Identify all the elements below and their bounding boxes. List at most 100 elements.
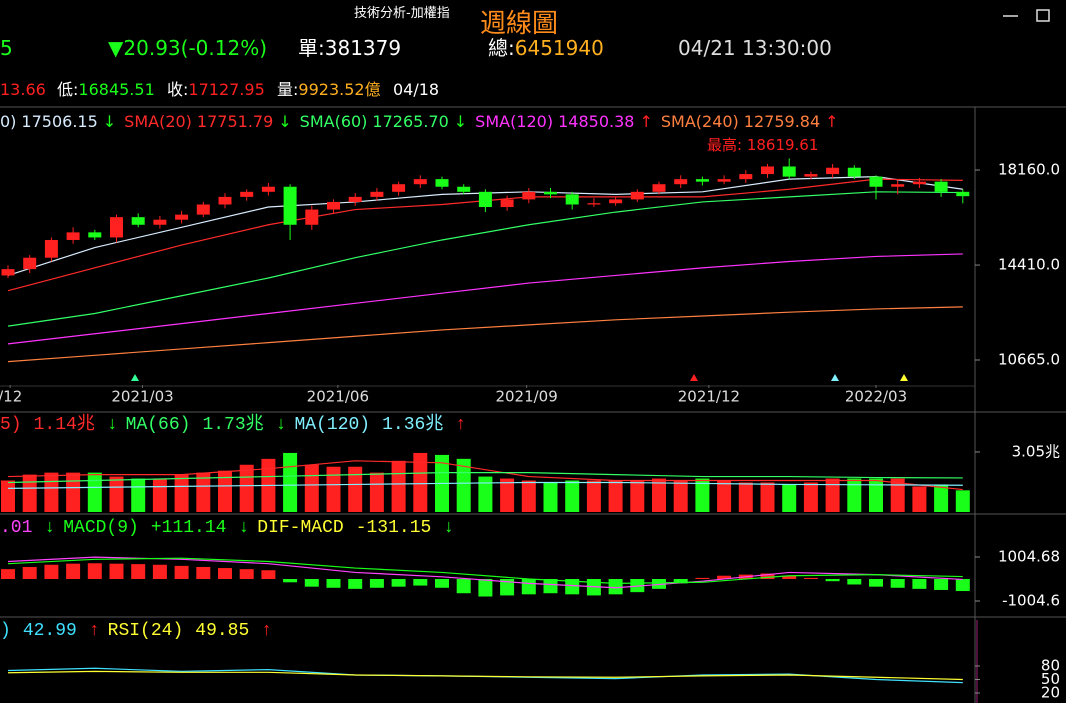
macd-bar [413, 579, 428, 586]
legend-item: SMA(20) 17751.79 ↓ [124, 114, 292, 130]
legend-item: ) 42.99 ↑ [0, 622, 100, 640]
volume-bar [131, 478, 146, 512]
high-partial: 13.66 [0, 80, 46, 99]
signal-marker [900, 374, 908, 381]
macd-bar [66, 563, 81, 580]
legend-value: 12759.84 [743, 112, 821, 131]
volume-bar [912, 486, 927, 512]
legend-item: .01 ↓ [0, 519, 55, 537]
close: 收: 17127.95 [167, 82, 265, 98]
label: 總: [488, 36, 515, 60]
volume-bar [391, 460, 406, 512]
maximize-icon[interactable] [1036, 9, 1050, 22]
signal-marker [831, 374, 839, 381]
x-tick-label: 2021/06 [307, 388, 369, 406]
macd-bar [456, 579, 471, 594]
legend-trend: ↓ [275, 415, 287, 435]
candle-body [413, 179, 427, 185]
legend: 5) 1.14兆 ↓ MA(66) 1.73兆 ↓ MA(120) 1.36兆 ↑ [0, 416, 466, 434]
label: 低: [57, 80, 79, 99]
legend-trend: ↑ [825, 112, 839, 131]
legend-value: +111.14 [150, 518, 227, 538]
macd-bar [152, 564, 167, 580]
volume-bar [239, 464, 254, 512]
candle-body [240, 191, 254, 197]
candle-body [348, 196, 362, 202]
x-tick-label: 2021/12 [678, 388, 740, 406]
candle-body [1, 269, 15, 276]
volume-bar [1, 480, 15, 512]
volume-bar [608, 480, 623, 512]
legend-value: 1.14兆 [33, 415, 95, 435]
candle-body [478, 191, 492, 208]
legend-name: SMA(240) [660, 112, 739, 131]
legend-trend: ↓ [443, 518, 455, 538]
macd-bar [565, 579, 580, 595]
macd-bar [955, 579, 970, 592]
candle-body [891, 184, 905, 187]
candle-body [587, 203, 601, 205]
value: 17127.95 [188, 80, 265, 99]
volume-bar [760, 482, 775, 512]
volume-bar [890, 478, 905, 512]
volume-bar [218, 470, 232, 512]
volume-bar [934, 484, 949, 512]
label: 量: [277, 80, 299, 99]
legend-value: 17751.79 [196, 112, 274, 131]
candle-body [544, 191, 557, 195]
y-tick-label: 50 [1041, 670, 1060, 688]
legend-name: 0) [0, 112, 17, 131]
macd-bar [608, 579, 623, 595]
volume-bar [630, 480, 645, 512]
series-line [7, 481, 963, 489]
volume-bar [44, 472, 59, 512]
volume-bar [22, 474, 37, 512]
y-tick-label: 14410.0 [998, 256, 1060, 274]
candle-body [869, 176, 883, 187]
macd-bar [803, 577, 818, 580]
volume-bar [413, 452, 428, 512]
legend-name: MA(120) [294, 415, 371, 435]
legend-name: MA(66) [125, 415, 191, 435]
macd-bar [283, 579, 298, 583]
macd-bar [934, 579, 949, 590]
candle-body [23, 257, 37, 270]
y-tick-label: 3.05兆 [1012, 442, 1060, 460]
volume-bar [174, 474, 189, 512]
window-title: 技術分析-加權指 [354, 6, 450, 21]
legend-name: ) [0, 621, 11, 641]
legend-trend: ↓ [453, 112, 468, 131]
series-line [7, 670, 963, 681]
candle-body [261, 186, 275, 192]
legend-item: RSI(24) 49.85 ↑ [108, 622, 272, 640]
candle-body [435, 179, 449, 187]
candle-body [327, 201, 340, 210]
series-line [7, 191, 963, 327]
macd-bar [521, 579, 536, 595]
candle-body [956, 191, 970, 197]
total-volume: 總: 6451940 [488, 38, 604, 58]
volume-bar [738, 482, 753, 512]
volume-bar [304, 464, 319, 512]
signal-marker [131, 374, 139, 381]
legend: .01 ↓ MACD(9) +111.14 ↓ DIF-MACD -131.15 ↓ [0, 519, 454, 537]
volume-bar [695, 478, 710, 512]
macd-bar [717, 575, 732, 580]
volume-bar [847, 478, 862, 512]
unit-volume: 單: 381379 [298, 38, 401, 58]
legend-name: 5) [0, 415, 22, 435]
volume-bar [565, 480, 580, 512]
y-tick-label: 10665.0 [998, 350, 1060, 368]
volume-bar [717, 480, 732, 512]
legend: 0) 17506.15 ↓ SMA(20) 17751.79 ↓ SMA(60) 17265.… [0, 114, 839, 130]
volume-bar [478, 476, 493, 512]
signal-marker [690, 374, 698, 381]
candle-body [305, 209, 319, 225]
candle-body [370, 191, 384, 197]
macd-bar [478, 579, 493, 597]
macd-bar [131, 564, 146, 580]
macd-bar [369, 579, 384, 588]
candle-body [500, 199, 514, 208]
change: ▼20.93(-0.12%) [108, 36, 267, 60]
legend-name: MACD(9) [63, 518, 139, 538]
